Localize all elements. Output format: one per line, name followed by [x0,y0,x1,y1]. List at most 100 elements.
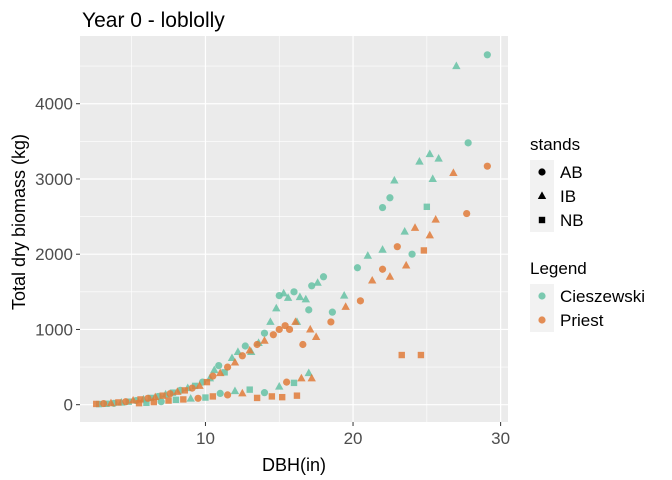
y-tick-label: 2000 [35,245,73,264]
legend-label: Cieszewski [560,287,645,306]
data-point-priest [128,395,138,404]
chart-title: Year 0 - loblolly [82,9,225,32]
y-tick-label: 1000 [35,320,73,339]
data-point-priest [245,345,254,354]
data-point-priest [401,260,411,269]
data-point-priest [238,388,247,397]
data-point-cieszewski [434,154,443,162]
data-point-priest [238,352,246,360]
data-point-priest [307,373,316,382]
data-point-priest [203,378,211,386]
data-point-cieszewski [408,250,416,258]
x-axis: 10 20 30 [196,422,510,448]
data-point-priest [283,378,291,386]
data-point-cieszewski [301,294,311,303]
data-point-priest [165,397,172,404]
data-point-priest [151,392,160,401]
y-axis-title: Total dry biomass (kg) [9,134,29,310]
data-point-priest [368,275,377,284]
data-point-cieszewski [423,203,431,211]
data-point-priest [122,398,130,406]
data-point-cieszewski [230,386,240,395]
legend-label: IB [560,187,576,206]
data-point-cieszewski [246,386,253,393]
data-point-priest [100,399,108,408]
data-point-cieszewski [283,293,293,301]
data-point-priest [293,392,301,399]
data-point-priest [425,230,434,239]
data-point-priest [275,325,283,334]
data-point-cieszewski [172,396,180,404]
legend-label: Priest [560,311,604,330]
data-point-cieszewski [202,394,209,401]
data-point-priest [173,387,182,395]
x-tick-label: 10 [196,429,215,448]
data-point-priest [269,331,277,339]
data-point-priest [378,265,387,273]
data-point-priest [341,302,350,310]
data-point-priest [285,325,294,334]
data-point-priest [135,399,143,407]
data-point-cieszewski [363,251,372,259]
data-point-cieszewski [390,175,399,184]
data-point-cieszewski [400,227,409,235]
data-point-priest [223,363,232,371]
data-point-cieszewski [319,273,328,281]
data-point-cieszewski [275,382,284,390]
data-point-cieszewski [227,353,237,362]
data-point-priest [299,340,307,349]
data-point-cieszewski [308,282,316,290]
legend-label: AB [560,163,583,182]
data-point-cieszewski [428,174,437,182]
data-point-priest [181,387,188,394]
data-point-cieszewski [143,399,150,407]
y-axis: 0 1000 2000 3000 4000 [35,95,80,415]
legend-key-color [538,316,546,324]
data-point-priest [356,297,365,305]
data-point-priest [106,398,116,407]
data-point-priest [195,381,204,389]
data-point-cieszewski [260,329,269,337]
legend-key-circle [538,168,546,176]
data-point-priest [230,357,240,366]
data-point-cieszewski [386,194,394,202]
x-tick-label: 20 [344,429,363,448]
data-point-cieszewski [279,288,288,297]
data-point-cieszewski [353,264,362,272]
data-point-cieszewski [290,379,298,387]
data-point-priest [180,396,187,403]
data-point-priest [278,393,286,401]
data-point-cieszewski [157,398,165,406]
data-point-priest [420,247,428,254]
data-point-priest [385,272,395,280]
data-point-priest [449,168,458,176]
data-point-cieszewski [305,306,313,314]
data-point-cieszewski [272,303,281,312]
legend-title: stands [530,135,580,154]
data-point-cieszewski [290,288,298,296]
data-point-priest [137,396,144,403]
data-point-cieszewski [425,149,434,158]
legend-label: NB [560,211,584,230]
data-points [93,51,491,408]
data-point-priest [327,318,335,326]
data-point-priest [166,390,174,398]
data-point-priest [268,393,276,400]
data-point-cieszewski [241,342,249,350]
data-point-priest [209,372,217,380]
x-tick-label: 30 [491,429,510,448]
data-point-cieszewski [210,365,219,374]
data-point-priest [188,384,196,392]
data-point-cieszewski [483,51,491,59]
data-point-priest [483,162,491,170]
data-point-cieszewski [415,157,424,165]
data-point-cieszewski [328,308,336,316]
plot-panel [80,36,508,422]
data-point-cieszewski [186,394,195,402]
legend-key-square [538,216,546,224]
data-point-cieszewski [295,292,305,301]
data-point-priest [253,340,261,349]
data-point-priest [260,336,269,344]
data-point-priest [209,393,217,400]
